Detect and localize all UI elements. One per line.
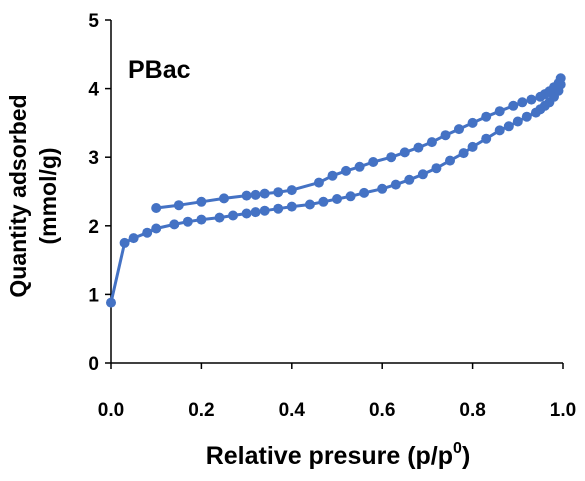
data-point: [467, 117, 478, 128]
data-point: [354, 161, 365, 172]
data-point: [313, 177, 324, 188]
data-point: [173, 200, 184, 211]
data-point: [440, 130, 451, 141]
y-tick-label: 4: [88, 80, 99, 101]
data-point: [228, 210, 238, 221]
data-point: [219, 193, 229, 204]
data-point: [119, 237, 130, 248]
data-point: [273, 203, 284, 214]
data-point: [332, 194, 342, 204]
y-tick-label: 3: [88, 148, 99, 169]
data-point: [273, 187, 284, 198]
data-point: [413, 142, 424, 153]
x-axis-title: Relative presure (p/p0): [206, 440, 471, 470]
data-point: [345, 191, 356, 202]
x-tick-label: 0.8: [459, 400, 485, 421]
data-point: [128, 233, 139, 244]
data-point: [341, 165, 351, 176]
y-tick-label: 1: [88, 285, 99, 306]
x-axis-title-main: Relative presure (p/p: [206, 442, 453, 470]
y-tick-label: 2: [88, 217, 99, 238]
data-point: [368, 157, 379, 167]
data-point: [196, 196, 207, 207]
data-point: [304, 199, 315, 210]
x-axis-title-sup: 0: [453, 440, 462, 457]
x-tick-label: 1.0: [550, 400, 576, 421]
data-point: [286, 185, 297, 196]
data-point: [508, 100, 519, 111]
data-point: [467, 141, 478, 152]
data-point: [535, 91, 546, 102]
data-point: [399, 147, 410, 158]
data-point: [494, 106, 505, 117]
data-point: [259, 205, 270, 216]
data-point: [151, 203, 162, 213]
data-point: [512, 116, 523, 127]
data-point: [481, 133, 492, 144]
series-layer: [106, 73, 566, 308]
data-point: [494, 125, 505, 136]
data-point: [481, 111, 492, 122]
data-point: [445, 155, 455, 166]
data-point: [431, 163, 442, 174]
data-point: [359, 187, 370, 198]
data-point: [250, 207, 261, 218]
data-point: [517, 97, 528, 108]
data-point: [106, 297, 116, 308]
series-line-1: [109, 83, 563, 303]
data-point: [458, 148, 469, 159]
y-axis-title-line1: Quantity adsorbed: [5, 94, 31, 297]
data-point: [182, 216, 193, 227]
data-point: [327, 170, 338, 181]
x-tick-label: 0.0: [98, 400, 124, 421]
data-point: [241, 208, 252, 219]
data-point: [503, 121, 514, 132]
tick-marks: 0 1 2 3 4 5 0.0 0.2 0.4 0.6 0.8 1.0: [88, 11, 576, 421]
y-tick-label: 0: [88, 354, 99, 375]
x-tick-label: 0.4: [279, 400, 306, 421]
data-point: [169, 219, 180, 230]
x-tick-label: 0.2: [188, 400, 214, 421]
data-point: [521, 111, 532, 122]
y-axis-title-line2: (mmol/g): [35, 147, 61, 244]
data-point: [196, 214, 207, 225]
data-point: [250, 189, 261, 200]
data-point: [151, 223, 162, 234]
data-point: [526, 94, 537, 105]
data-point: [286, 201, 297, 212]
data-point: [386, 152, 397, 163]
data-point: [214, 212, 225, 223]
data-point: [377, 183, 388, 194]
annotation-label: PBac: [128, 56, 191, 84]
data-point: [417, 169, 428, 180]
data-point: [390, 179, 401, 190]
data-point: [241, 190, 252, 201]
x-tick-label: 0.6: [369, 400, 395, 421]
data-point: [142, 227, 153, 238]
data-point: [404, 174, 415, 185]
y-tick-label: 5: [88, 11, 99, 32]
series-line-2: [156, 77, 563, 210]
x-axis-title-end: ): [462, 442, 470, 470]
data-point: [318, 196, 329, 207]
data-point: [426, 137, 437, 148]
data-point: [454, 124, 464, 135]
data-point: [259, 188, 270, 199]
